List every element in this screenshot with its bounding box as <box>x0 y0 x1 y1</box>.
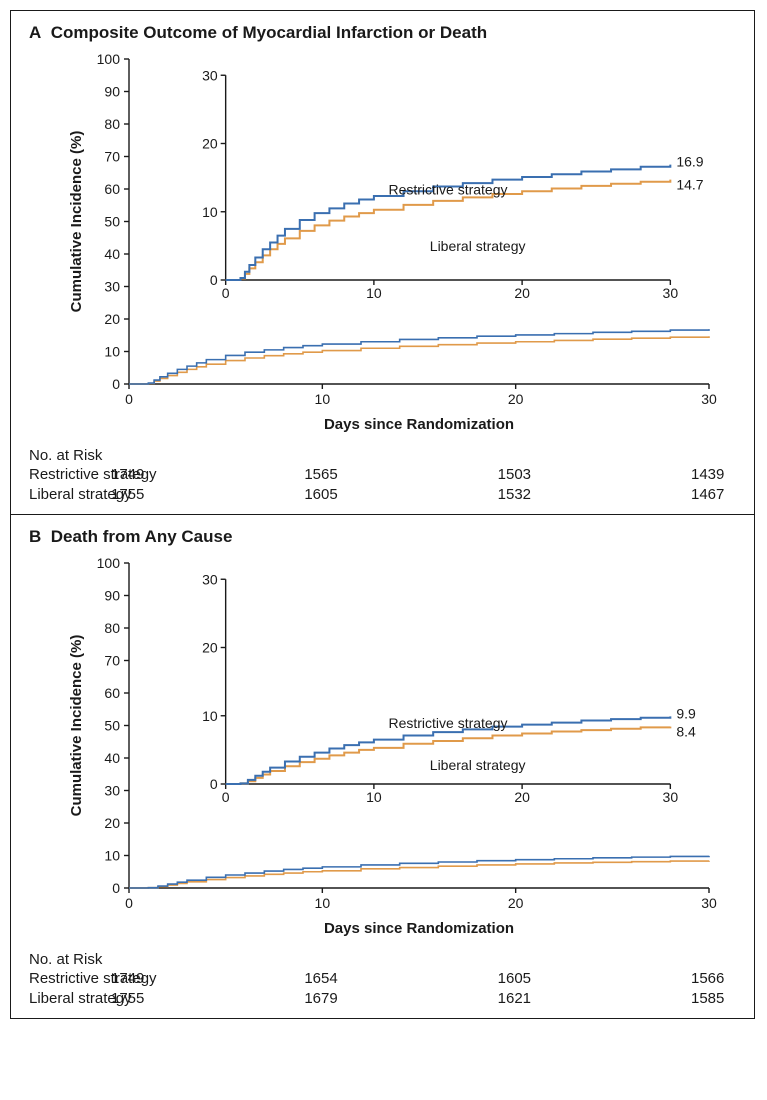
svg-text:Cumulative Incidence (%): Cumulative Incidence (%) <box>68 635 85 817</box>
svg-text:30: 30 <box>663 285 679 301</box>
risk-value: 1749 <box>111 466 144 483</box>
risk-value: 1605 <box>304 486 337 503</box>
svg-text:10: 10 <box>104 344 120 360</box>
svg-text:30: 30 <box>104 279 120 295</box>
svg-text:10: 10 <box>104 848 120 864</box>
svg-text:20: 20 <box>514 789 530 805</box>
risk-header: No. at Risk <box>29 447 736 464</box>
risk-value: 1585 <box>691 990 724 1007</box>
svg-text:10: 10 <box>366 789 382 805</box>
svg-text:0: 0 <box>210 272 218 288</box>
svg-text:0: 0 <box>210 776 218 792</box>
svg-text:14.7: 14.7 <box>676 177 703 193</box>
panel-a: A Composite Outcome of Myocardial Infarc… <box>11 11 754 514</box>
svg-text:30: 30 <box>104 783 120 799</box>
svg-text:100: 100 <box>97 51 121 67</box>
risk-value: 1532 <box>498 486 531 503</box>
panel-a-letter: A <box>29 23 41 42</box>
risk-header: No. at Risk <box>29 951 736 968</box>
panel-a-title: A Composite Outcome of Myocardial Infarc… <box>29 23 736 43</box>
svg-text:0: 0 <box>222 285 230 301</box>
svg-text:10: 10 <box>315 391 331 407</box>
svg-text:20: 20 <box>508 391 524 407</box>
svg-text:60: 60 <box>104 685 120 701</box>
risk-row: Restrictive strategy1749156515031439 <box>29 466 736 486</box>
figure-container: A Composite Outcome of Myocardial Infarc… <box>10 10 755 1019</box>
risk-row: Liberal strategy1755160515321467 <box>29 486 736 506</box>
svg-text:30: 30 <box>202 571 218 587</box>
svg-text:0: 0 <box>125 391 133 407</box>
panel-b-risk-table: No. at Risk Restrictive strategy17491654… <box>29 951 736 1010</box>
svg-text:Days since Randomization: Days since Randomization <box>324 416 514 433</box>
svg-text:20: 20 <box>514 285 530 301</box>
panel-a-title-text: Composite Outcome of Myocardial Infarcti… <box>51 23 487 42</box>
svg-text:50: 50 <box>104 718 120 734</box>
svg-text:10: 10 <box>202 708 218 724</box>
risk-value: 1621 <box>498 990 531 1007</box>
risk-value: 1749 <box>111 970 144 987</box>
svg-text:Days since Randomization: Days since Randomization <box>324 920 514 937</box>
svg-text:16.9: 16.9 <box>676 154 703 170</box>
svg-text:20: 20 <box>104 311 120 327</box>
svg-text:20: 20 <box>202 640 218 656</box>
svg-text:9.9: 9.9 <box>676 705 696 721</box>
svg-text:80: 80 <box>104 116 120 132</box>
svg-text:30: 30 <box>663 789 679 805</box>
svg-text:80: 80 <box>104 620 120 636</box>
svg-text:Restrictive strategy: Restrictive strategy <box>388 715 507 731</box>
svg-text:90: 90 <box>104 588 120 604</box>
svg-text:100: 100 <box>97 555 121 571</box>
risk-row: Restrictive strategy1749165416051566 <box>29 970 736 990</box>
svg-text:40: 40 <box>104 246 120 262</box>
risk-value: 1503 <box>498 466 531 483</box>
panel-a-risk-table: No. at Risk Restrictive strategy17491565… <box>29 447 736 506</box>
risk-value: 1439 <box>691 466 724 483</box>
risk-value: 1755 <box>111 990 144 1007</box>
svg-text:20: 20 <box>508 895 524 911</box>
svg-text:10: 10 <box>202 204 218 220</box>
panel-b-svg: 01020304050607080901000102030Days since … <box>59 553 739 943</box>
svg-text:0: 0 <box>222 789 230 805</box>
risk-value: 1755 <box>111 486 144 503</box>
panel-b-title: B Death from Any Cause <box>29 527 736 547</box>
svg-text:8.4: 8.4 <box>676 724 696 740</box>
svg-text:Liberal strategy: Liberal strategy <box>430 757 526 773</box>
risk-row: Liberal strategy1755167916211585 <box>29 990 736 1010</box>
panel-b-letter: B <box>29 527 41 546</box>
risk-value: 1566 <box>691 970 724 987</box>
svg-text:60: 60 <box>104 181 120 197</box>
svg-text:70: 70 <box>104 653 120 669</box>
svg-text:0: 0 <box>112 880 120 896</box>
risk-value: 1679 <box>304 990 337 1007</box>
risk-rows-b: Restrictive strategy1749165416051566Libe… <box>29 970 736 1010</box>
svg-text:20: 20 <box>202 136 218 152</box>
svg-text:40: 40 <box>104 750 120 766</box>
risk-value: 1605 <box>498 970 531 987</box>
risk-value: 1467 <box>691 486 724 503</box>
svg-text:30: 30 <box>701 895 717 911</box>
svg-text:Liberal strategy: Liberal strategy <box>430 238 526 254</box>
panel-a-chart: 01020304050607080901000102030Days since … <box>59 49 736 439</box>
panel-a-svg: 01020304050607080901000102030Days since … <box>59 49 739 439</box>
panel-b-title-text: Death from Any Cause <box>51 527 233 546</box>
svg-text:Restrictive strategy: Restrictive strategy <box>388 181 507 197</box>
svg-text:Cumulative Incidence (%): Cumulative Incidence (%) <box>68 131 85 313</box>
svg-text:70: 70 <box>104 149 120 165</box>
risk-rows-a: Restrictive strategy1749156515031439Libe… <box>29 466 736 506</box>
svg-text:10: 10 <box>366 285 382 301</box>
risk-value: 1654 <box>304 970 337 987</box>
panel-b-chart: 01020304050607080901000102030Days since … <box>59 553 736 943</box>
panel-b: B Death from Any Cause 0 10 20 30 40 50 60 70 80… <box>11 514 754 1018</box>
svg-text:0: 0 <box>112 376 120 392</box>
svg-text:30: 30 <box>202 67 218 83</box>
svg-text:90: 90 <box>104 84 120 100</box>
svg-text:50: 50 <box>104 214 120 230</box>
svg-text:20: 20 <box>104 815 120 831</box>
svg-text:30: 30 <box>701 391 717 407</box>
svg-text:10: 10 <box>315 895 331 911</box>
risk-value: 1565 <box>304 466 337 483</box>
svg-text:0: 0 <box>125 895 133 911</box>
